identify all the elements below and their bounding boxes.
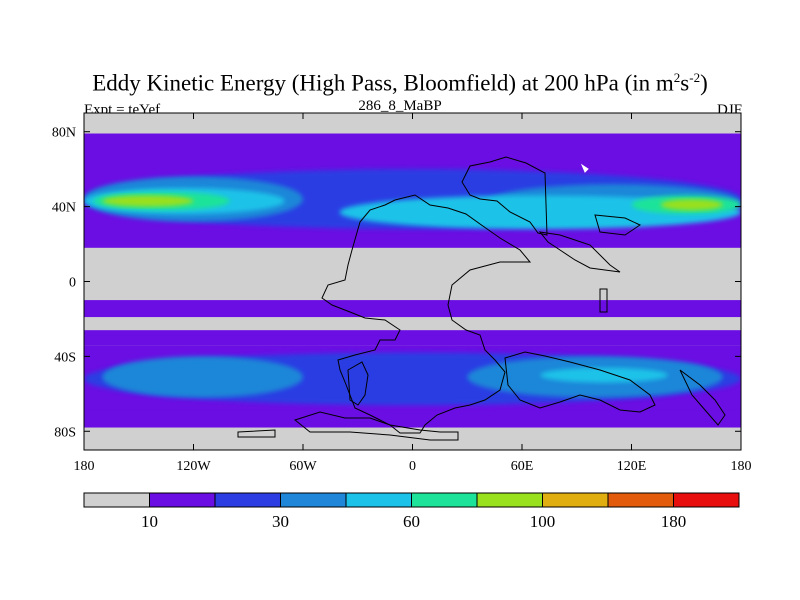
band-2 <box>84 247 741 301</box>
x-tick-label-4: 60E <box>511 459 534 474</box>
region-nh-jet-6-east <box>660 199 723 211</box>
x-tick-label-3: 0 <box>409 459 416 474</box>
coastline-old-world <box>321 194 532 434</box>
colorbar-label-0: 10 <box>141 512 158 531</box>
coastline-japan <box>594 214 642 236</box>
small-island <box>580 163 589 173</box>
y-tick-label-0: 80N <box>52 126 76 141</box>
colorbar-bin-2 <box>214 492 281 508</box>
x-tick-label-2: 60W <box>289 459 317 474</box>
region-sh-jet-4-east <box>540 367 668 383</box>
colorbar-label-2: 60 <box>403 512 420 531</box>
y-tick-label-4: 80S <box>54 425 76 440</box>
x-tick-label-0: 180 <box>74 459 95 474</box>
coastline-antarctica-a <box>293 411 459 441</box>
band-7 <box>84 410 741 428</box>
coastline-australia <box>504 351 656 413</box>
colorbar-bin-6 <box>476 492 543 508</box>
coastline-north-america <box>461 156 548 236</box>
colorbar-label-1: 30 <box>272 512 289 531</box>
coastline-antarctica-b <box>237 429 276 438</box>
run-id-label: 286_8_MaBP <box>358 98 442 114</box>
coastline-new-zealand <box>679 369 726 426</box>
coastline-indonesia <box>599 288 608 313</box>
coastlines <box>237 156 726 441</box>
colorbar-bin-7 <box>542 492 609 508</box>
chart-title: Eddy Kinetic Energy (High Pass, Bloomfie… <box>92 70 708 96</box>
band-1 <box>84 133 741 157</box>
band-8 <box>84 427 741 450</box>
colorbar-label-3: 100 <box>530 512 556 531</box>
y-tick-label-3: 40S <box>54 350 76 365</box>
colorbar-bin-1 <box>149 492 216 508</box>
colorbar-bin-5 <box>411 492 478 508</box>
eke-field <box>84 113 741 450</box>
band-5 <box>84 330 741 346</box>
coastline-southern-tip <box>347 361 369 406</box>
x-tick-label-5: 120E <box>617 459 647 474</box>
colorbar-bin-8 <box>607 492 674 508</box>
colorbar-bin-9 <box>673 492 740 508</box>
y-axis: 80N 40N 0 40S 80S <box>52 126 741 440</box>
coastline-asia-south <box>538 231 621 273</box>
y-tick-label-2: 0 <box>69 276 76 291</box>
x-tick-label-1: 120W <box>176 459 211 474</box>
band-3 <box>84 300 741 318</box>
colorbar-bin-0 <box>83 492 150 508</box>
region-sh-jet-3-west <box>102 356 303 398</box>
x-tick-label-6: 180 <box>731 459 752 474</box>
colorbar-bin-3 <box>280 492 347 508</box>
band-0 <box>84 113 741 134</box>
x-axis: 180 120W 60W 0 60E 120E 180 <box>74 113 752 474</box>
y-tick-label-1: 40N <box>52 201 76 216</box>
colorbar-label-4: 180 <box>661 512 687 531</box>
colorbar-bin-4 <box>345 492 412 508</box>
colorbar: 10 30 60 100 180 <box>83 492 740 531</box>
region-nh-jet-6-west <box>102 195 194 207</box>
